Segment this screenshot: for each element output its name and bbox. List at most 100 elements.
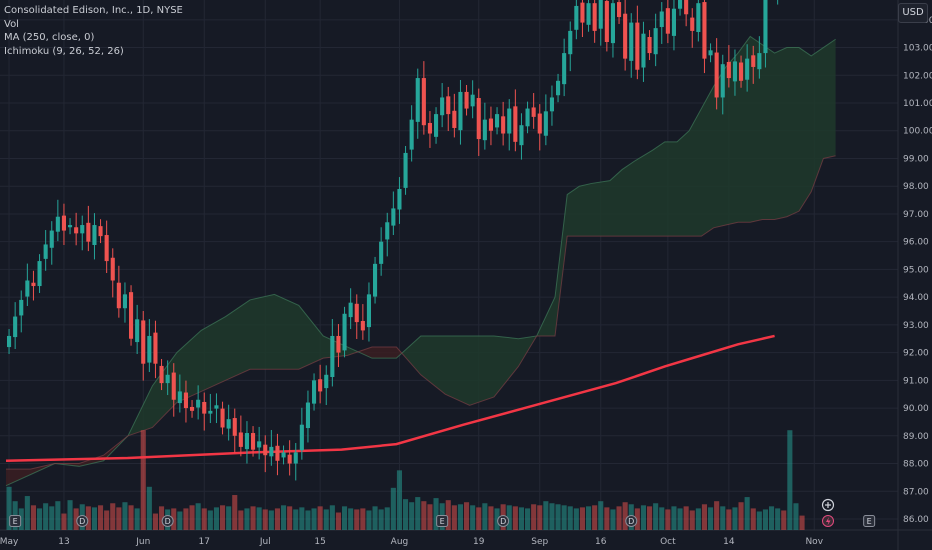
volume-bar xyxy=(49,506,55,530)
volume-bar xyxy=(201,508,207,530)
candle-body xyxy=(244,433,249,450)
marker-letter: E xyxy=(13,517,18,526)
candle-body xyxy=(617,2,622,18)
candle-body xyxy=(653,28,658,55)
price-axis[interactable]: 108.00107.00106.00105.00104.00103.00102.… xyxy=(903,0,932,525)
cloud-bearish xyxy=(57,435,128,467)
candle-body xyxy=(488,118,493,131)
candle-body xyxy=(330,335,335,378)
volume-bar xyxy=(403,499,409,530)
earnings-marker[interactable]: E xyxy=(863,515,876,527)
candle-body xyxy=(671,8,676,36)
volume-bar xyxy=(659,507,665,530)
volume-bar xyxy=(335,512,341,530)
price-tick-label: 94.00 xyxy=(903,293,929,303)
ma-indicator-label[interactable]: MA (250, close, 0) xyxy=(4,32,95,43)
candle-body xyxy=(708,50,713,56)
marker-shape xyxy=(161,515,174,527)
volume-bar xyxy=(622,502,628,530)
lightning-icon[interactable] xyxy=(822,515,834,527)
volume-bar xyxy=(464,502,470,530)
candle-body xyxy=(360,320,365,331)
volume-bar xyxy=(598,501,604,530)
price-tick-label: 89.00 xyxy=(903,432,929,442)
dividend-marker[interactable]: D xyxy=(497,515,510,527)
candle-body xyxy=(379,241,384,264)
volume-bar xyxy=(61,513,67,530)
volume-bar xyxy=(531,504,537,530)
volume-bar xyxy=(98,505,104,530)
earnings-marker[interactable]: E xyxy=(9,515,22,527)
dividend-marker[interactable]: D xyxy=(625,515,638,527)
candle-body xyxy=(586,3,591,25)
volume-bar xyxy=(159,506,165,530)
volume-bar xyxy=(573,508,579,530)
ichimoku-indicator-label[interactable]: Ichimoku (9, 26, 52, 26) xyxy=(4,45,124,57)
volume-bar xyxy=(732,507,738,530)
volume-bar xyxy=(372,506,378,530)
volume-indicator-label[interactable]: Vol xyxy=(4,18,19,30)
candle-body xyxy=(183,392,188,409)
volume-bar xyxy=(726,509,732,530)
cloud-bullish xyxy=(402,36,836,406)
candle-body xyxy=(751,55,756,67)
volume-bar xyxy=(366,510,372,530)
volume-bar xyxy=(409,502,415,530)
volume-bar xyxy=(207,510,213,530)
time-axis[interactable]: May 13 Jun 17 Jul 15 Aug 19 Sep 16 Oct 14 Nov xyxy=(0,537,824,547)
currency-button[interactable]: USD xyxy=(898,3,928,23)
candle-body xyxy=(202,401,207,414)
candle-body xyxy=(263,444,268,456)
candle-body xyxy=(336,335,341,353)
time-tick-label: Aug xyxy=(391,537,409,547)
volume-bar xyxy=(91,507,97,530)
candle-body xyxy=(19,299,24,316)
candle-body xyxy=(287,454,292,464)
candle-body xyxy=(513,106,518,142)
volume-bar xyxy=(134,508,140,530)
volume-bar xyxy=(256,507,262,530)
candle-body xyxy=(726,61,731,79)
ichimoku-cloud xyxy=(5,35,836,487)
candle-body xyxy=(458,91,463,131)
symbol-title[interactable]: Consolidated Edison, Inc., 1D, NYSE xyxy=(4,5,183,16)
candle-body xyxy=(43,244,48,259)
volume-bar xyxy=(543,501,549,530)
candle-body xyxy=(171,372,176,400)
volume-bar xyxy=(476,507,482,530)
volume-bar xyxy=(445,500,451,530)
volume-bar xyxy=(378,509,384,530)
volume-bar xyxy=(323,509,329,530)
candle-body xyxy=(549,97,554,112)
volume-bars xyxy=(6,430,805,530)
volume-bar xyxy=(396,470,402,530)
chart-legend: Consolidated Edison, Inc., 1D, NYSE Vol … xyxy=(4,4,183,58)
volume-bar xyxy=(262,509,268,530)
candle-body xyxy=(659,11,664,28)
marker-letter: D xyxy=(165,517,171,526)
volume-bar xyxy=(171,508,177,530)
price-tick-label: 102.00 xyxy=(903,71,932,81)
volume-bar xyxy=(506,505,512,530)
candle-body xyxy=(153,332,158,364)
volume-bar xyxy=(299,507,305,530)
time-tick-label: 19 xyxy=(473,537,485,547)
candle-body xyxy=(226,419,231,429)
time-tick-label: Sep xyxy=(531,537,548,547)
volume-bar xyxy=(37,508,43,530)
time-tick-label: May xyxy=(0,537,19,547)
candle-body xyxy=(385,222,390,240)
candle-body xyxy=(598,0,603,29)
marker-shape xyxy=(436,515,449,527)
volume-bar xyxy=(390,487,396,530)
dividend-marker[interactable]: D xyxy=(161,515,174,527)
dividend-marker[interactable]: D xyxy=(76,515,89,527)
add-alert-icon[interactable] xyxy=(821,498,835,512)
price-tick-label: 96.00 xyxy=(903,238,929,248)
candle-body xyxy=(427,122,432,134)
volume-bar xyxy=(665,509,671,530)
candle-body xyxy=(80,225,85,234)
earnings-marker[interactable]: E xyxy=(436,515,449,527)
volume-bar xyxy=(653,503,659,530)
